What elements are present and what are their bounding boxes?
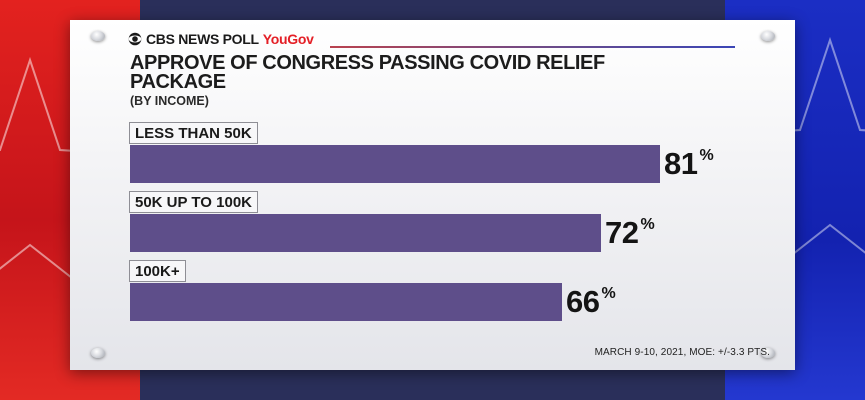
data-label-value: 66 xyxy=(566,284,600,319)
chart-title: APPROVE OF CONGRESS PASSING COVID RELIEF… xyxy=(130,52,605,93)
poll-footnote: MARCH 9-10, 2021, MOE: +/-3.3 PTS. xyxy=(594,347,770,358)
brand-pollster: YouGov xyxy=(262,31,314,47)
data-label: 81% xyxy=(664,145,714,183)
data-label-percent-sign: % xyxy=(699,147,714,164)
bottom-left-pin xyxy=(91,348,105,358)
bar xyxy=(130,145,660,183)
bar xyxy=(130,214,601,252)
category-label: 100K+ xyxy=(129,260,186,282)
data-label-percent-sign: % xyxy=(601,285,616,302)
brand-network: CBS NEWS POLL xyxy=(146,31,259,47)
data-label: 72% xyxy=(605,214,655,252)
bottom-right-pin xyxy=(761,348,775,358)
top-left-pin xyxy=(91,31,105,41)
brand-divider xyxy=(330,46,735,48)
cbs-eye-icon xyxy=(128,32,142,46)
bar xyxy=(130,283,562,321)
data-label-value: 81 xyxy=(664,146,698,181)
poll-brand: CBS NEWS POLL YouGov xyxy=(128,30,314,48)
data-label: 66% xyxy=(566,283,616,321)
category-label: LESS THAN 50K xyxy=(129,122,258,144)
data-label-value: 72 xyxy=(605,215,639,250)
category-label: 50K UP TO 100K xyxy=(129,191,259,213)
data-label-percent-sign: % xyxy=(640,216,655,233)
top-right-pin xyxy=(761,31,775,41)
chart-subtitle: (BY INCOME) xyxy=(130,94,209,108)
